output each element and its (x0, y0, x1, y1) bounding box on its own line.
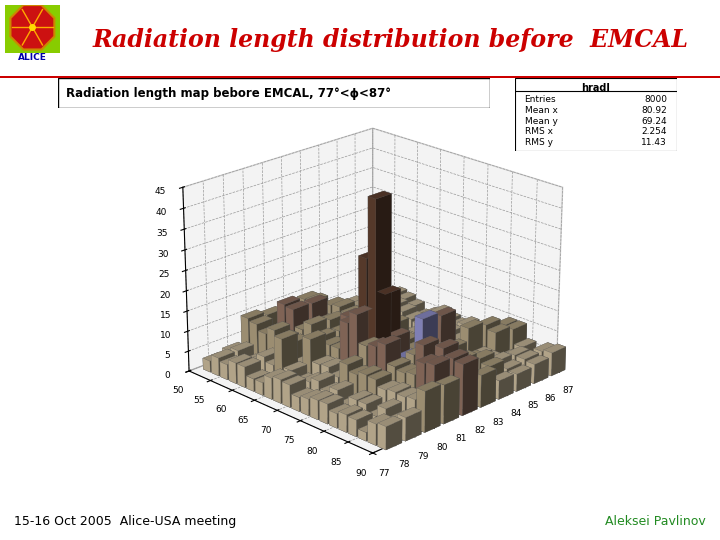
Text: Radiation length map bebore EMCAL, 77°<ϕ<87°: Radiation length map bebore EMCAL, 77°<ϕ… (66, 86, 391, 100)
Text: Entries: Entries (524, 95, 556, 104)
Polygon shape (5, 5, 60, 53)
Text: Mean y: Mean y (524, 117, 557, 126)
Polygon shape (11, 5, 54, 50)
Text: 8000: 8000 (644, 95, 667, 104)
Text: RMS y: RMS y (524, 138, 552, 147)
Text: RMS x: RMS x (524, 127, 552, 137)
FancyBboxPatch shape (515, 78, 677, 151)
Text: 80.92: 80.92 (642, 106, 667, 115)
Text: 69.24: 69.24 (642, 117, 667, 126)
Text: ALICE: ALICE (18, 53, 47, 63)
Text: 2.254: 2.254 (642, 127, 667, 137)
FancyBboxPatch shape (58, 78, 490, 108)
Text: hradl: hradl (581, 83, 611, 93)
Text: 11.43: 11.43 (642, 138, 667, 147)
Text: Mean x: Mean x (524, 106, 557, 115)
Text: Radiation length distribution before  EMCAL: Radiation length distribution before EMC… (93, 28, 688, 51)
Text: Aleksei Pavlinov: Aleksei Pavlinov (605, 515, 706, 528)
Text: 15-16 Oct 2005  Alice-USA meeting: 15-16 Oct 2005 Alice-USA meeting (14, 515, 237, 528)
